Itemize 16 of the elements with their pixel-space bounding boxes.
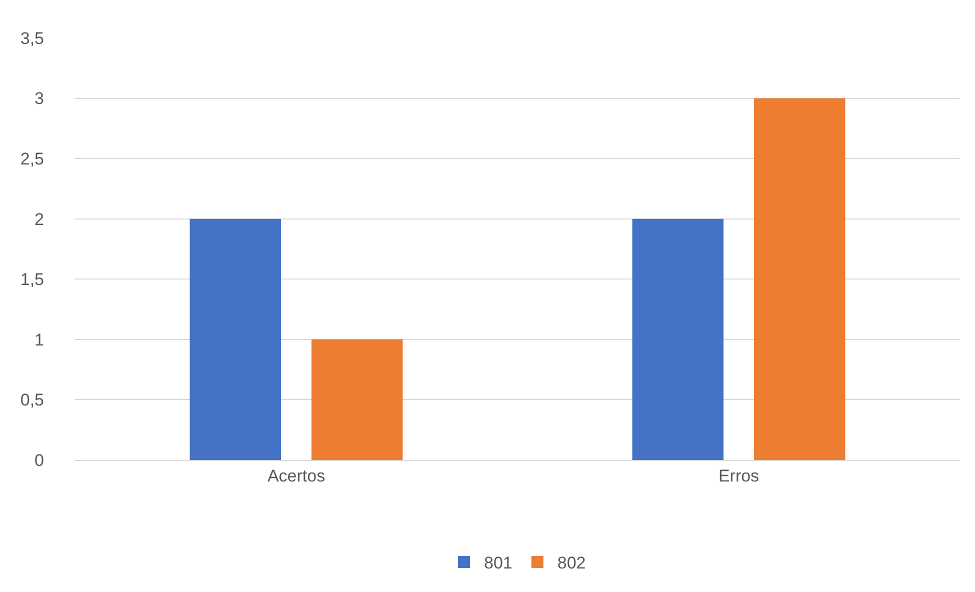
- y-tick-label: 0,5: [20, 390, 44, 410]
- y-tick-label: 3: [34, 89, 44, 108]
- bar: [190, 218, 282, 460]
- bar: [632, 218, 724, 460]
- x-tick-label: Erros: [718, 466, 760, 486]
- y-tick-label: 0: [34, 450, 44, 470]
- y-tick-label: 2: [34, 210, 44, 229]
- y-tick-label: 3,5: [20, 28, 44, 48]
- y-tick-label: 1: [34, 330, 44, 350]
- bar: [754, 98, 846, 460]
- legend-label: 802: [557, 554, 586, 573]
- y-tick-label: 1,5: [20, 270, 44, 290]
- legend-label: 801: [484, 554, 512, 573]
- y-tick-label: 2,5: [20, 150, 44, 169]
- x-tick-label: Acertos: [267, 466, 326, 486]
- bar: [311, 339, 403, 460]
